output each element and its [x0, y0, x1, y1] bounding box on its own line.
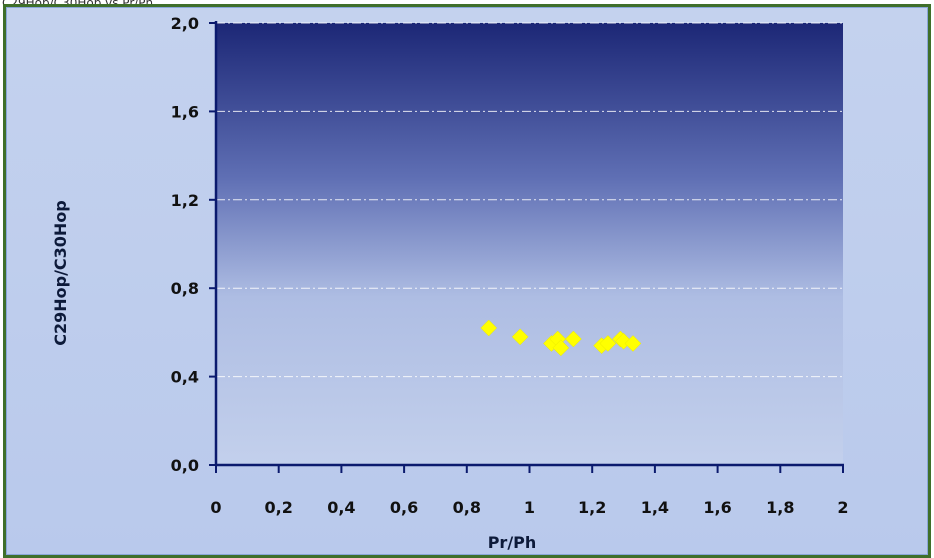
gridlines	[216, 22, 843, 378]
y-tick-label-5: 2,0	[171, 14, 199, 33]
x-tick-label-7: 1,4	[641, 498, 669, 517]
y-tick-label-0: 0,0	[171, 456, 199, 475]
x-tick-label-1: 0,2	[265, 498, 293, 517]
x-tick-label-3: 0,6	[390, 498, 418, 517]
x-tick-label-4: 0,8	[453, 498, 481, 517]
data-point-0-7	[599, 335, 617, 352]
y-tick-label-1: 0,4	[171, 368, 199, 387]
x-tick-label-8: 1,6	[703, 498, 731, 517]
x-tick-label-2: 0,4	[327, 498, 355, 517]
y-tick-label-3: 1,2	[171, 191, 199, 210]
y-axis-title: C29Hop/C30Hop	[51, 200, 70, 346]
data-point-0-4	[552, 339, 570, 357]
plot-area	[216, 23, 843, 465]
x-tick-label-5: 1	[524, 498, 535, 517]
y-tick-label-4: 1,6	[171, 102, 199, 121]
x-axis-title: Pr/Ph	[488, 533, 537, 552]
y-tick-label-2: 0,8	[171, 279, 199, 298]
x-tick-label-10: 2	[837, 498, 848, 517]
x-tick-label-6: 1,2	[578, 498, 606, 517]
data-point-0-0	[480, 319, 498, 337]
x-tick-label-9: 1,8	[766, 498, 794, 517]
data-point-0-5	[565, 330, 582, 348]
axes	[209, 21, 844, 473]
x-tick-label-0: 0	[210, 498, 221, 517]
data-point-0-1	[511, 328, 529, 346]
scatter-chart: 0,0 0,4 0,8 1,2 1,6 2,0 0 0,2 0,4 0,6 0,8 1 1,2 1,4 1,…	[51, 14, 849, 552]
data-points	[480, 319, 642, 357]
data-point-0-10	[624, 335, 642, 352]
tick-labels: 0,0 0,4 0,8 1,2 1,6 2,0 0 0,2 0,4 0,6 0,8 1 1,2 1,4 1,…	[171, 14, 849, 517]
chart-area: 0,0 0,4 0,8 1,2 1,6 2,0 0 0,2 0,4 0,6 0,8 1 1,2 1,4 1,…	[3, 4, 931, 558]
